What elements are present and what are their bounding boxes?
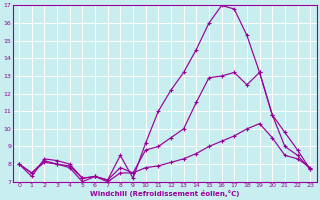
X-axis label: Windchill (Refroidissement éolien,°C): Windchill (Refroidissement éolien,°C) [90,190,239,197]
